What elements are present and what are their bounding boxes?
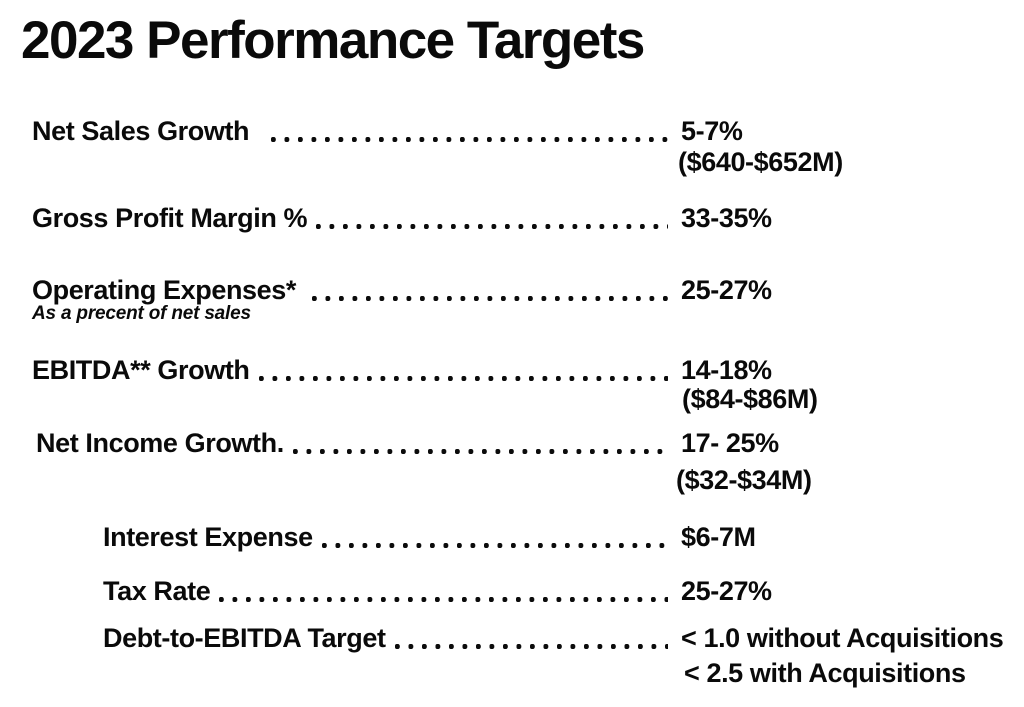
metric-value-secondary: ($32-$34M) [676,465,812,495]
target-row: Net Income Growth. 17- 25% ($32-$34M) [0,428,1024,495]
metric-lead: Net Income Growth. [36,428,668,458]
metric-value: < 1.0 without Acquisitions [681,623,1004,653]
metric-label: Tax Rate [103,576,211,606]
metric-label: Net Sales Growth [32,116,250,146]
metric-value: $6-7M [681,522,756,552]
metric-lead: Tax Rate [103,576,668,606]
dot-leader [219,576,668,606]
metric-label: Operating Expenses* [32,275,296,305]
metric-value: 5-7% [681,116,743,146]
metric-lead: Net Sales Growth [32,116,668,146]
metric-lead: Debt-to-EBITDA Target [103,623,668,653]
metric-label: Net Income Growth. [36,428,284,458]
metric-lead: Operating Expenses* [32,275,668,305]
metric-label: EBITDA** Growth [32,355,250,385]
target-row: Tax Rate 25-27% [0,576,1024,606]
metric-value: 25-27% [681,275,772,305]
target-row: Interest Expense $6-7M [0,522,1024,552]
dot-leader [321,522,668,552]
metric-footnote: As a precent of net sales [32,303,251,324]
metric-label: Gross Profit Margin % [32,203,308,233]
target-row: Debt-to-EBITDA Target < 1.0 without Acqu… [0,623,1024,688]
dot-leader [258,355,668,385]
metric-value-secondary: < 2.5 with Acquisitions [684,658,966,688]
target-row: EBITDA** Growth 14-18% ($84-$86M) [0,355,1024,414]
metric-lead: Gross Profit Margin % [32,203,668,233]
metric-value: 17- 25% [681,428,779,458]
metric-value-secondary: ($640-$652M) [678,147,843,177]
dot-leader [312,275,668,305]
target-row: Operating Expenses* 25-27% As a precent … [0,275,1024,324]
dot-leader [316,203,668,233]
metric-label: Debt-to-EBITDA Target [103,623,386,653]
metric-value-secondary: ($84-$86M) [682,384,818,414]
metric-value: 25-27% [681,576,772,606]
metric-lead: EBITDA** Growth [32,355,668,385]
dot-leader [292,428,668,458]
page-title: 2023 Performance Targets [21,11,645,70]
target-row: Gross Profit Margin % 33-35% [0,203,1024,233]
metric-value: 14-18% [681,355,772,385]
metric-lead: Interest Expense [103,522,668,552]
metric-value: 33-35% [681,203,772,233]
target-row: Net Sales Growth 5-7% ($640-$652M) [0,116,1024,177]
dot-leader [271,116,668,146]
dot-leader [394,623,668,653]
metric-label: Interest Expense [103,522,313,552]
